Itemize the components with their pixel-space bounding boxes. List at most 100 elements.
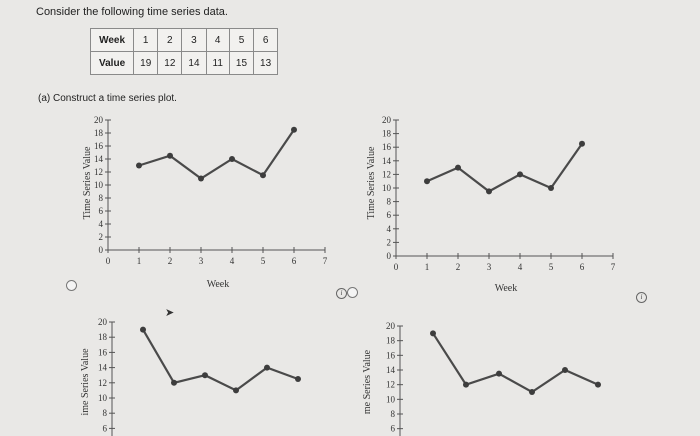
y-axis-title: me Series Value (362, 349, 373, 414)
mouse-cursor-icon: ➤ (165, 307, 175, 319)
week-cell: 6 (253, 28, 279, 52)
x-tick-label: 7 (323, 256, 328, 266)
part-a-label: (a) Construct a time series plot. (38, 93, 177, 104)
x-tick-label: 4 (518, 262, 523, 272)
info-icon[interactable]: i (636, 292, 647, 303)
y-tick-label: 4 (387, 224, 392, 234)
x-tick-label: 1 (425, 262, 430, 272)
data-point (430, 330, 436, 337)
x-axis-title: Week (495, 283, 518, 294)
y-tick-label: 16 (98, 347, 108, 357)
series-line (432, 332, 599, 394)
y-tick-label: 14 (386, 365, 396, 375)
y-tick-label: 12 (98, 378, 107, 388)
x-tick-label: 4 (230, 256, 235, 266)
week-cell: 4 (205, 28, 230, 52)
x-tick-label: 0 (106, 256, 111, 266)
y-tick-label: 18 (98, 332, 108, 342)
series-line (426, 143, 583, 193)
row-header: Week (89, 28, 135, 52)
table-row: Week 1 2 3 4 5 6 (89, 28, 279, 52)
y-tick-label: 10 (382, 183, 392, 193)
x-tick-label: 3 (199, 256, 204, 266)
x-tick-label: 0 (394, 262, 399, 272)
y-tick-label: 20 (386, 321, 396, 331)
data-point (167, 152, 173, 159)
y-tick-label: 18 (382, 129, 392, 139)
data-point (291, 126, 297, 133)
y-tick-label: 2 (99, 232, 104, 242)
data-point (496, 370, 502, 377)
data-point (229, 156, 235, 162)
x-tick-label: 7 (611, 262, 616, 272)
y-tick-label: 8 (99, 193, 104, 203)
y-tick-label: 4 (99, 219, 104, 229)
y-tick-label: 8 (391, 409, 396, 419)
series-line (142, 329, 299, 392)
data-point (548, 185, 554, 191)
question-text: Consider the following time series data. (36, 6, 228, 18)
y-tick-label: 18 (94, 128, 104, 138)
data-point (529, 389, 535, 395)
info-icon[interactable]: i (336, 288, 347, 299)
y-tick-label: 10 (386, 394, 396, 404)
x-tick-label: 6 (580, 262, 585, 272)
y-tick-label: 16 (386, 350, 396, 360)
data-point (198, 175, 204, 182)
option-b-radio[interactable] (347, 287, 358, 298)
y-axis-title: ime Series Value (80, 348, 91, 416)
y-tick-label: 16 (382, 142, 392, 152)
y-tick-label: 6 (103, 423, 108, 433)
y-tick-label: 8 (103, 408, 108, 418)
x-tick-label: 3 (487, 262, 492, 272)
y-tick-label: 2 (387, 237, 392, 247)
data-point (463, 381, 469, 388)
y-tick-label: 20 (98, 317, 108, 327)
week-cell: 3 (181, 28, 207, 52)
y-tick-label: 10 (94, 180, 104, 190)
y-tick-label: 0 (99, 245, 104, 255)
table-row: Value 19 12 14 11 15 13 (89, 51, 279, 75)
week-cell: 2 (157, 28, 183, 52)
data-point (486, 188, 492, 195)
y-tick-label: 12 (382, 169, 391, 179)
option-a-radio[interactable] (66, 280, 77, 291)
data-point (260, 172, 266, 179)
y-tick-label: 12 (94, 167, 103, 177)
y-axis-title: Time Series Value (82, 146, 93, 219)
week-cell: 1 (133, 28, 159, 52)
data-point (517, 171, 523, 178)
x-tick-label: 1 (137, 256, 142, 266)
y-tick-label: 6 (391, 424, 396, 434)
x-tick-label: 5 (549, 262, 554, 272)
data-point (562, 367, 568, 373)
y-tick-label: 16 (94, 141, 104, 151)
y-tick-label: 14 (94, 154, 104, 164)
x-tick-label: 5 (261, 256, 266, 266)
x-tick-label: 2 (456, 262, 461, 272)
data-point (595, 381, 601, 388)
row-header: Value (89, 51, 135, 75)
value-cell: 14 (181, 51, 207, 75)
y-tick-label: 14 (98, 363, 108, 373)
y-tick-label: 20 (382, 115, 392, 125)
y-tick-label: 20 (94, 115, 104, 125)
data-point (264, 364, 270, 371)
y-axis-title: Time Series Value (366, 146, 377, 219)
data-point (424, 178, 430, 185)
data-point (136, 162, 142, 169)
y-tick-label: 10 (98, 393, 108, 403)
data-point (171, 379, 177, 386)
plot-option-c: 6 8 10 12 14 16 18 20 ime Series Value (80, 317, 301, 436)
x-tick-label: 2 (168, 256, 173, 266)
plot-option-d: 6 8 10 12 14 16 18 20 me Series Value (362, 321, 601, 436)
value-cell: 12 (157, 51, 183, 75)
y-tick-label: 14 (382, 156, 392, 166)
x-axis-title: Week (207, 279, 230, 290)
y-tick-label: 6 (387, 210, 392, 220)
week-cell: 5 (228, 28, 255, 52)
x-tick-label: 6 (292, 256, 297, 266)
y-tick-label: 0 (387, 251, 392, 261)
